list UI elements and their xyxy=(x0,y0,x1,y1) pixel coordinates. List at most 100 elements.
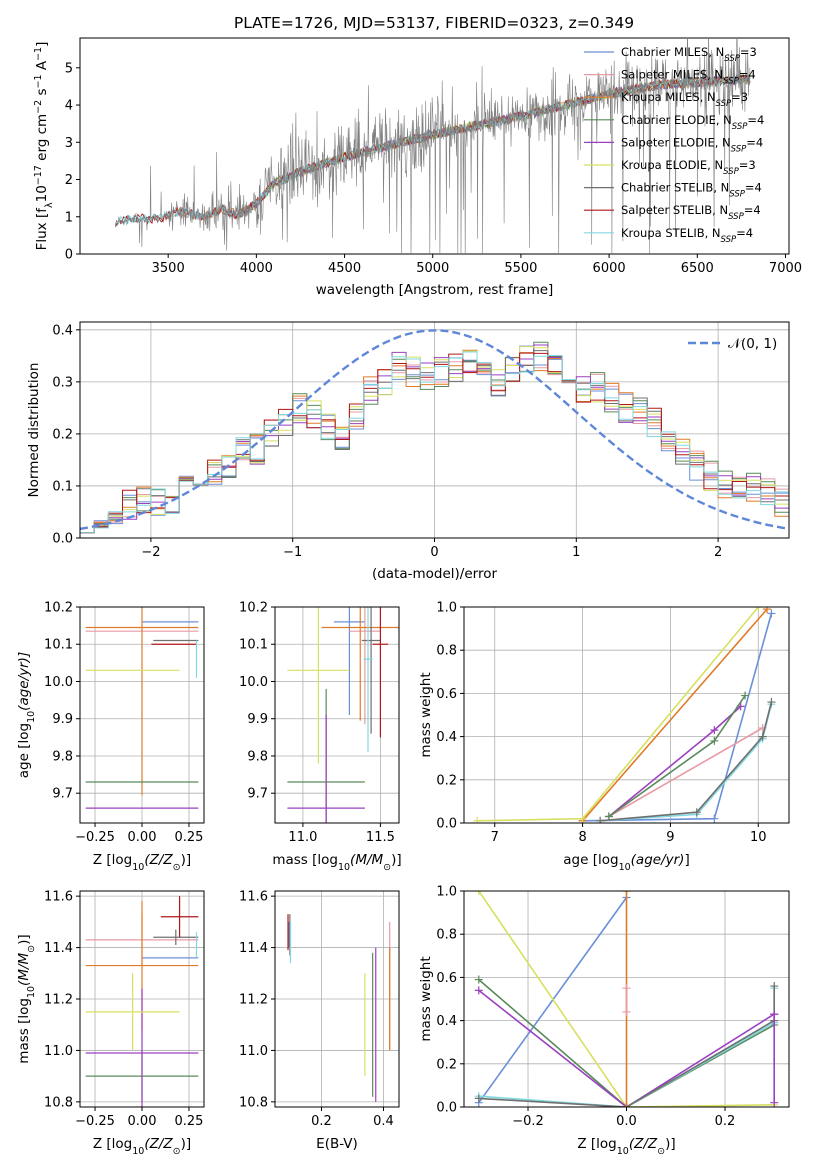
spectrum-chart: 3500 4000 4500 5000 5500 6000 6500 7000 0 1 2 3 4 5 wa… xyxy=(33,37,802,298)
y-tick-label: 11.4 xyxy=(44,941,73,956)
legend-text-part: SSP xyxy=(716,99,732,109)
legend-text-part: SSP xyxy=(732,122,748,132)
label-part: 10 xyxy=(619,862,631,873)
y-tick-label: 1 xyxy=(65,210,73,225)
y-axis-label: Flux [fλ10−17 erg cm−2 s−1 A−1] xyxy=(33,42,55,251)
y-tick-label: 11.6 xyxy=(239,890,268,905)
x-tick-label: 0.00 xyxy=(128,830,157,845)
weight-marker xyxy=(622,984,631,993)
y-tick-label: 3 xyxy=(65,136,73,151)
x-tick-label: 8 xyxy=(578,830,586,845)
weight-line xyxy=(478,986,775,1107)
legend-text-part: Kroupa MILES, N xyxy=(621,90,716,104)
label-part: 10 xyxy=(338,862,350,873)
weight-line xyxy=(608,727,763,818)
y-tick-label: 9.8 xyxy=(52,749,73,764)
weight-line xyxy=(582,613,773,822)
weight-marker xyxy=(474,1094,483,1103)
y-tick-label: 10.8 xyxy=(44,1095,73,1110)
x-tick-label: 0.2 xyxy=(311,1114,332,1129)
legend-text-part: SSP xyxy=(728,212,744,222)
y-axis-label: mass [log10(M/M⊙)] xyxy=(16,934,37,1063)
y-tick-label: 11.4 xyxy=(239,941,268,956)
histogram-step xyxy=(80,351,789,534)
x-axis-label: Z [log10(Z/Z⊙)] xyxy=(93,1136,191,1157)
y-axis-label: mass weight xyxy=(418,672,434,757)
label-part: Flux [f xyxy=(34,207,50,251)
label-part: ⊙ xyxy=(173,1146,181,1157)
legend-text-part: =3 xyxy=(731,90,748,104)
y-tick-label: 0.8 xyxy=(436,928,457,943)
weight-marker xyxy=(473,816,482,823)
label-part: (M/M xyxy=(350,852,383,868)
label-part: ⊙ xyxy=(173,862,181,873)
x-tick-label: 3500 xyxy=(152,261,185,276)
label-part: (Z/Z xyxy=(629,1136,658,1152)
weight-line xyxy=(478,978,775,1107)
x-axis-label: wavelength [Angstrom, rest frame] xyxy=(316,282,554,298)
weight-marker xyxy=(622,891,631,895)
y-tick-label: 0.2 xyxy=(436,1057,457,1072)
weight-marker xyxy=(767,698,776,707)
legend-text-part: =4 xyxy=(746,135,763,149)
legend-text-part: Chabrier ELODIE, N xyxy=(621,113,732,127)
weight-marker xyxy=(770,982,779,991)
x-tick-label: 9 xyxy=(666,830,674,845)
weight-marker xyxy=(474,975,483,984)
y-tick-label: 1.0 xyxy=(436,885,457,900)
y-tick-label: 11.2 xyxy=(44,993,73,1008)
weight-line xyxy=(478,989,775,1107)
weight-marker xyxy=(604,812,613,821)
weight-marker xyxy=(622,1007,631,1016)
x-tick-label: 6000 xyxy=(593,261,626,276)
observed-spectrum-line xyxy=(115,38,751,254)
y-tick-label: 0.6 xyxy=(436,687,457,702)
label-part: Z [log xyxy=(93,1136,132,1152)
x-axis-label: age [log10(age/yr)] xyxy=(563,852,689,873)
y-tick-label: 0.2 xyxy=(436,773,457,788)
legend-text-part: =4 xyxy=(739,68,756,82)
x-tick-label: 11.5 xyxy=(366,830,395,845)
x-tick-label: 0 xyxy=(430,545,438,560)
label-part: )] xyxy=(665,1136,676,1152)
age-vs-mass-chart: 11.0 11.5 9.7 9.8 9.9 10.0 10.1 10.2 mass [log10… xyxy=(239,601,402,873)
x-tick-label: 0.2 xyxy=(715,1114,736,1129)
plot-area xyxy=(85,607,199,809)
y-tick-label: 0.4 xyxy=(52,323,73,338)
legend-text-part: =4 xyxy=(745,181,762,195)
legend-text-part: =4 xyxy=(747,113,764,127)
legend-text-part: =4 xyxy=(736,226,753,240)
weight-marker xyxy=(754,607,763,611)
plot-area xyxy=(287,914,391,1102)
legend-text-part: SSP xyxy=(729,190,745,200)
y-tick-label: 0.3 xyxy=(52,375,73,390)
label-part: 10 xyxy=(132,862,144,873)
legend-entry: Salpeter STELIB, NSSP=4 xyxy=(621,203,761,222)
label-part: (age/yr)] xyxy=(16,652,32,711)
weight-line xyxy=(608,695,746,818)
legend-text-part: Salpeter ELODIE, N xyxy=(621,135,731,149)
label-part: 10 xyxy=(26,711,37,723)
x-tick-label: 0.25 xyxy=(174,830,203,845)
weight-marker xyxy=(578,814,587,823)
y-axis-label: Normed distribution xyxy=(26,363,42,498)
label-part: −1 xyxy=(33,74,44,88)
legend-text-part: Salpeter MILES, N xyxy=(621,68,723,82)
legend-text-part: SSP xyxy=(723,167,739,177)
label-part: −1 xyxy=(33,47,44,61)
y-tick-label: 0.4 xyxy=(436,1014,457,1029)
weight-marker xyxy=(474,986,483,995)
label-part: −2 xyxy=(33,100,44,114)
legend-entry: Chabrier MILES, NSSP=3 xyxy=(621,45,757,64)
axes-frame xyxy=(463,606,790,824)
plot-area xyxy=(80,329,789,534)
x-tick-label: 4500 xyxy=(328,261,361,276)
x-tick-label: −1 xyxy=(283,545,302,560)
label-part: 10 xyxy=(26,986,37,998)
x-tick-label: 7 xyxy=(491,830,499,845)
label-part: 10 xyxy=(34,185,50,202)
weight-marker xyxy=(622,1103,631,1107)
label-part: mass [log xyxy=(272,852,338,868)
